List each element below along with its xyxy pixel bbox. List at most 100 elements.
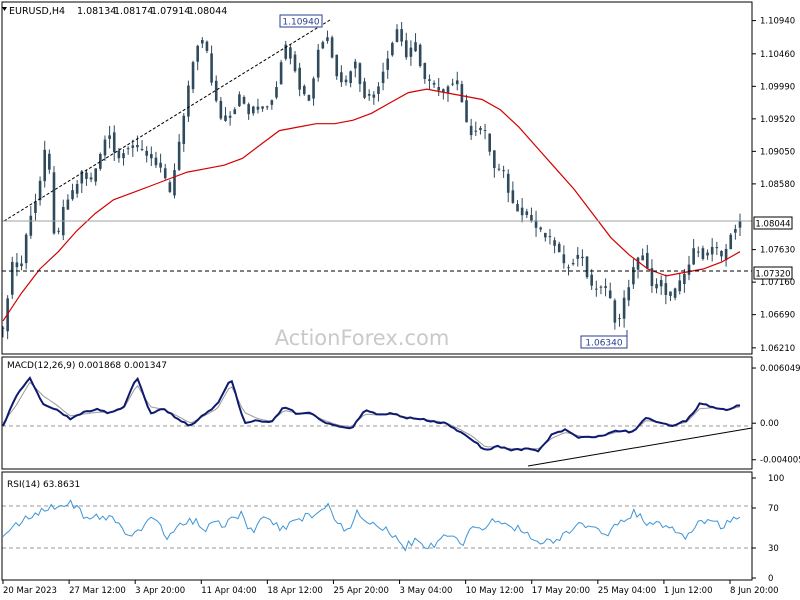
candle-body [196,45,199,62]
candle-body [724,248,728,261]
candle-body [10,261,14,295]
candle-body [395,29,399,42]
candle-body [673,288,677,298]
x-tick-label: 8 Jun 20:00 [730,586,779,596]
candle-body [497,168,501,170]
x-tick-label: 20 Mar 2023 [3,586,57,596]
candle-body [627,287,631,301]
x-tick-label: 25 Apr 20:00 [333,586,388,596]
candle-body [432,82,436,85]
macd-signal-line [2,381,741,450]
candle-body [562,254,566,264]
candle-body [367,93,371,96]
candle-body [715,247,719,249]
candle-body [48,153,51,170]
candle-body [525,211,529,216]
y-tick-label: 1.10460 [760,50,795,60]
candle-body [154,157,158,166]
candle-body [15,262,19,268]
rsi-axis: 100 70 30 0 [752,474,784,584]
candle-body [474,130,478,132]
candle-body [460,84,464,103]
annotation-low-label: 1.06340 [585,339,622,349]
candle-body [418,44,422,67]
moving-average-line [2,88,741,322]
panel-frame [1,1,753,355]
candle-body [604,286,607,288]
x-tick-label: 18 Apr 12:00 [267,586,322,596]
candle-body [159,162,162,168]
candle-body [423,63,427,79]
candle-body [534,220,538,228]
x-tick-label: 1 Jun 12:00 [664,586,713,596]
price-axis: 1.10940 1.10460 1.09990 1.09520 1.09050 1.085… [752,17,795,354]
price-panel: EURUSD,H4 1.08134 1.08174 1.07914 1.0804… [1,6,795,354]
candle-body [330,37,334,58]
x-tick-label: 3 Apr 20:00 [135,586,185,596]
candle-body [353,61,357,69]
candle-body [219,100,223,119]
y-tick-label: 1.09520 [760,115,795,125]
x-tick-label: 11 Apr 04:00 [201,586,256,596]
candle-body [1,327,5,329]
candle-body [469,125,473,136]
candle-body [632,267,635,285]
candle-body [678,280,682,292]
candle-body [210,53,213,83]
candle-body [437,87,441,91]
candle-body [238,94,241,107]
candle-body [692,248,695,265]
candle-body [358,63,362,85]
y-tick-label: 1.07630 [760,246,795,256]
candle-body [233,109,237,115]
candle-body [465,100,468,123]
candle-body [530,215,533,221]
candle-body [655,284,658,289]
candle-body [659,280,663,287]
ohlc-low: 1.07914 [151,6,190,17]
y-tick-label: 1.09990 [760,82,795,92]
x-tick-label: 10 May 12:00 [466,586,524,596]
candle-body [247,104,250,115]
x-tick-label: 17 May 20:00 [532,586,590,596]
candle-body [177,141,181,170]
macd-title: MACD(12,26,9) 0.001868 0.001347 [7,361,167,371]
candle-body [669,291,672,296]
candle-body [710,246,714,255]
candle-body [567,267,570,269]
candle-body [38,180,42,201]
candle-body [734,229,737,233]
rsi-panel: RSI(14) 63.8631 100 70 30 0 [2,474,784,584]
candle-body [298,67,301,90]
main-title: EURUSD,H4 [9,6,65,17]
candle-body [214,80,218,101]
candle-body [261,106,264,109]
candle-body [252,106,255,114]
current-price-badge [753,216,793,230]
candle-body [576,254,580,259]
candle-body [265,106,269,108]
candle-body [140,148,144,150]
candle-body [94,168,98,182]
candle-body [131,145,135,148]
candle-body [99,154,102,169]
candle-body [520,207,524,216]
candle-body [428,79,431,81]
candle-body [386,58,390,70]
candle-body [372,94,376,98]
candle-body [585,256,589,278]
candle-body [516,204,519,212]
candle-body [696,251,700,253]
candle-body [548,236,552,238]
candle-body [242,96,246,104]
y-tick-label: -0.004005 [760,456,800,466]
candle-body [173,170,176,196]
macd-axis: 0.006049 0.00 -0.004005 [752,364,800,466]
candle-body [706,252,709,256]
candle-body [506,173,510,193]
candle-body [377,86,380,94]
support-badge-label: 1.07320 [755,270,790,280]
title-arrow-icon [2,7,7,11]
candle-body [595,288,598,290]
candle-body [43,149,47,182]
